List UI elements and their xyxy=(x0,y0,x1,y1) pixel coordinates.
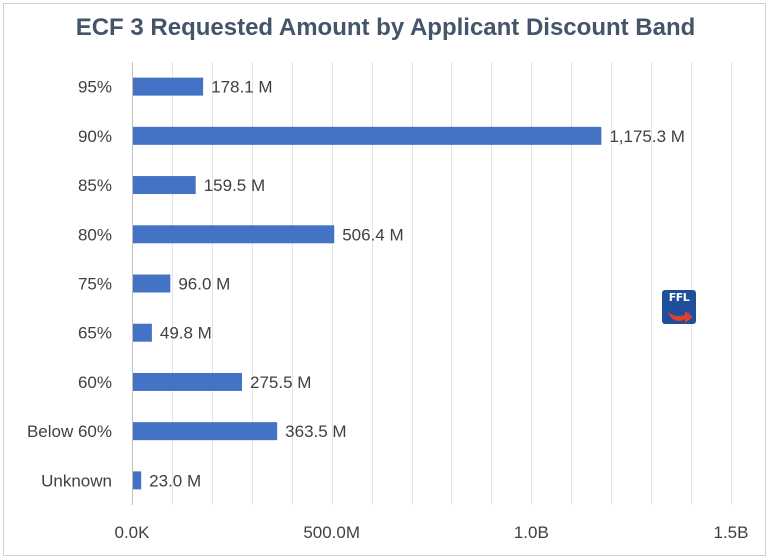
category-label: 90% xyxy=(78,127,112,146)
ffl-logo: FFL xyxy=(662,290,696,324)
bar-95- xyxy=(133,77,204,96)
chart-frame xyxy=(3,3,766,556)
category-label: Unknown xyxy=(41,471,112,490)
data-label: 159.5 M xyxy=(204,176,265,195)
x-tick-label: 1.5B xyxy=(714,523,749,542)
data-label: 363.5 M xyxy=(285,422,346,441)
bar-80- xyxy=(133,225,335,244)
category-label: 75% xyxy=(78,275,112,294)
data-label: 96.0 M xyxy=(178,275,230,294)
category-label: Below 60% xyxy=(27,422,112,441)
data-label: 49.8 M xyxy=(160,324,212,343)
category-label: 80% xyxy=(78,225,112,244)
category-label: 60% xyxy=(78,373,112,392)
bar-60- xyxy=(133,372,243,391)
category-label: 85% xyxy=(78,176,112,195)
data-label: 506.4 M xyxy=(342,225,403,244)
category-label: 65% xyxy=(78,324,112,343)
category-label: 95% xyxy=(78,78,112,97)
data-label: 178.1 M xyxy=(211,78,272,97)
x-tick-label: 0.0K xyxy=(115,523,151,542)
ffl-logo-text: FFL xyxy=(668,291,690,304)
x-tick-label: 500.0M xyxy=(303,523,360,542)
bar-unknown xyxy=(133,471,142,490)
bar-85- xyxy=(133,176,196,195)
bar-below-60- xyxy=(133,422,278,441)
bar-65- xyxy=(133,323,152,342)
bar-75- xyxy=(133,274,171,293)
data-label: 275.5 M xyxy=(250,373,311,392)
chart-title: ECF 3 Requested Amount by Applicant Disc… xyxy=(75,14,696,41)
x-tick-label: 1.0B xyxy=(514,523,549,542)
bar-90- xyxy=(133,126,602,145)
data-label: 23.0 M xyxy=(149,471,201,490)
data-label: 1,175.3 M xyxy=(609,127,685,146)
